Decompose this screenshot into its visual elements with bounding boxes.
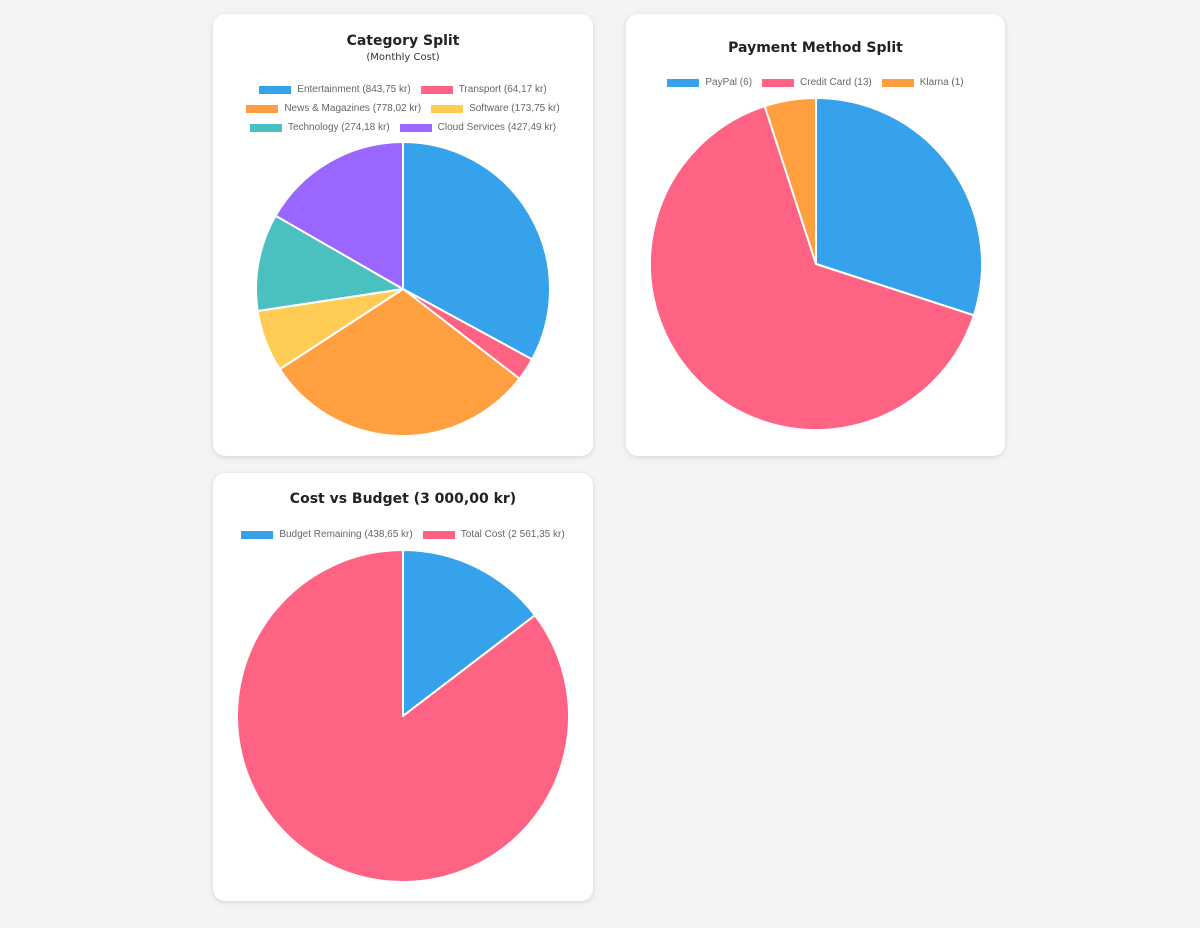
- legend-item-transport[interactable]: Transport (64,17 kr): [420, 84, 547, 95]
- legend-label: PayPal (6): [705, 77, 753, 88]
- legend-swatch: [259, 85, 292, 94]
- legend-swatch: [667, 78, 700, 87]
- pie-slice-technology[interactable]: [255, 214, 404, 313]
- legend-label: Entertainment (843,75 kr): [297, 84, 411, 95]
- category-pie-chart: [255, 141, 551, 437]
- legend-item-credit-card[interactable]: Credit Card (13): [762, 77, 872, 88]
- pie-slice-entertainment[interactable]: [402, 141, 551, 361]
- legend-swatch: [249, 123, 282, 132]
- payment-method-card: Payment Method Split PayPal (6) Credit C…: [626, 14, 1005, 456]
- legend-row: Budget Remaining (438,65 kr) Total Cost …: [213, 529, 593, 540]
- legend-item-software[interactable]: Software (173,75 kr): [431, 103, 560, 114]
- legend-item-entertainment[interactable]: Entertainment (843,75 kr): [259, 84, 411, 95]
- chart-title: Payment Method Split: [728, 40, 903, 56]
- legend-swatch: [399, 123, 432, 132]
- legend-label: Technology (274,18 kr): [287, 122, 390, 133]
- legend-label: Budget Remaining (438,65 kr): [279, 529, 413, 540]
- legend-item-cloud-services[interactable]: Cloud Services (427,49 kr): [399, 122, 557, 133]
- legend-item-budget-remaining[interactable]: Budget Remaining (438,65 kr): [241, 529, 413, 540]
- legend-row: Technology (274,18 kr) Cloud Services (4…: [213, 122, 593, 133]
- chart-title: Category Split: [346, 33, 460, 49]
- legend-swatch: [420, 85, 453, 94]
- payment-pie-chart: [649, 97, 983, 431]
- cost-vs-budget-card: Cost vs Budget (3 000,00 kr) Budget Rema…: [213, 473, 593, 901]
- legend-swatch: [881, 78, 914, 87]
- category-split-card: Category Split (Monthly Cost) Entertainm…: [213, 14, 593, 456]
- legend-label: Transport (64,17 kr): [458, 84, 547, 95]
- legend-swatch: [241, 530, 274, 539]
- legend-item-total-cost[interactable]: Total Cost (2 561,35 kr): [422, 529, 565, 540]
- pie-slice-total-cost[interactable]: [236, 549, 570, 883]
- legend-swatch: [422, 530, 455, 539]
- legend-swatch: [762, 78, 795, 87]
- pie-slice-cloud-services[interactable]: [274, 141, 404, 290]
- legend-label: Cloud Services (427,49 kr): [437, 122, 557, 133]
- legend-row: Entertainment (843,75 kr) Transport (64,…: [213, 84, 593, 95]
- legend-label: Klarna (1): [919, 77, 964, 88]
- pie-slice-budget-remaining[interactable]: [402, 549, 536, 717]
- budget-pie-chart: [236, 549, 570, 883]
- legend-row: News & Magazines (778,02 kr) Software (1…: [213, 103, 593, 114]
- chart-subtitle: (Monthly Cost): [366, 52, 440, 63]
- pie-slice-paypal[interactable]: [815, 97, 983, 317]
- legend-item-paypal[interactable]: PayPal (6): [667, 77, 752, 88]
- legend-item-technology[interactable]: Technology (274,18 kr): [249, 122, 390, 133]
- legend-item-klarna[interactable]: Klarna (1): [881, 77, 964, 88]
- chart-title: Cost vs Budget (3 000,00 kr): [289, 491, 517, 507]
- pie-slice-klarna[interactable]: [763, 97, 817, 265]
- legend-label: Total Cost (2 561,35 kr): [460, 529, 565, 540]
- legend-swatch: [246, 104, 279, 113]
- legend-swatch: [431, 104, 464, 113]
- legend-label: Software (173,75 kr): [469, 103, 560, 114]
- legend-label: News & Magazines (778,02 kr): [284, 103, 422, 114]
- legend-item-news-magazines[interactable]: News & Magazines (778,02 kr): [246, 103, 421, 114]
- legend-label: Credit Card (13): [800, 77, 872, 88]
- pie-slice-news-magazines[interactable]: [278, 288, 521, 437]
- pie-slice-credit-card[interactable]: [649, 105, 975, 431]
- legend-row: PayPal (6) Credit Card (13) Klarna (1): [626, 77, 1005, 88]
